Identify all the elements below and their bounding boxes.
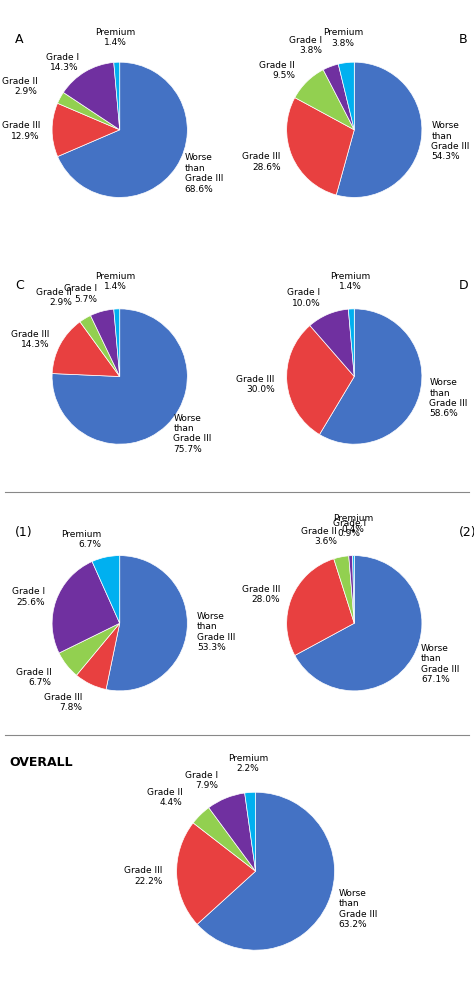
Text: Grade III
22.2%: Grade III 22.2% xyxy=(124,866,163,885)
Text: Grade III
14.3%: Grade III 14.3% xyxy=(11,330,49,349)
Wedge shape xyxy=(336,63,422,198)
Text: Worse
than
Grade III
58.6%: Worse than Grade III 58.6% xyxy=(429,378,468,417)
Text: Worse
than
Grade III
63.2%: Worse than Grade III 63.2% xyxy=(338,888,377,928)
Wedge shape xyxy=(287,560,354,656)
Text: Grade II
2.9%: Grade II 2.9% xyxy=(36,287,72,307)
Wedge shape xyxy=(353,556,354,623)
Wedge shape xyxy=(323,65,354,130)
Text: Grade I
25.6%: Grade I 25.6% xyxy=(11,586,45,606)
Wedge shape xyxy=(91,310,120,377)
Text: Premium
1.4%: Premium 1.4% xyxy=(95,271,136,291)
Text: B: B xyxy=(459,33,468,46)
Text: A: A xyxy=(15,33,23,46)
Text: OVERALL: OVERALL xyxy=(9,755,73,768)
Wedge shape xyxy=(52,309,187,444)
Text: Grade III
12.9%: Grade III 12.9% xyxy=(1,121,40,140)
Wedge shape xyxy=(295,71,354,130)
Text: C: C xyxy=(15,279,24,292)
Wedge shape xyxy=(338,63,354,130)
Text: Worse
than
Grade III
67.1%: Worse than Grade III 67.1% xyxy=(421,643,459,684)
Text: Grade II
3.6%: Grade II 3.6% xyxy=(301,527,337,546)
Text: Grade II
2.9%: Grade II 2.9% xyxy=(2,77,37,96)
Wedge shape xyxy=(80,316,120,377)
Wedge shape xyxy=(193,808,255,872)
Wedge shape xyxy=(310,326,354,377)
Wedge shape xyxy=(334,557,354,623)
Wedge shape xyxy=(76,623,120,690)
Text: Worse
than
Grade III
53.3%: Worse than Grade III 53.3% xyxy=(197,611,236,652)
Wedge shape xyxy=(114,63,120,130)
Text: D: D xyxy=(459,279,469,292)
Text: Grade I
5.7%: Grade I 5.7% xyxy=(64,284,97,303)
Wedge shape xyxy=(310,310,354,377)
Wedge shape xyxy=(349,556,354,623)
Text: Premium
1.4%: Premium 1.4% xyxy=(330,271,370,291)
Text: Premium
1.4%: Premium 1.4% xyxy=(95,28,136,48)
Text: Worse
than
Grade III
75.7%: Worse than Grade III 75.7% xyxy=(173,414,212,453)
Text: Grade III
7.8%: Grade III 7.8% xyxy=(44,692,82,712)
Wedge shape xyxy=(319,309,422,444)
Text: Grade II
9.5%: Grade II 9.5% xyxy=(259,61,295,81)
Text: Premium
3.8%: Premium 3.8% xyxy=(323,29,363,48)
Text: Grade II
4.4%: Grade II 4.4% xyxy=(147,787,183,806)
Text: Premium
0.4%: Premium 0.4% xyxy=(333,514,373,534)
Text: Premium
6.7%: Premium 6.7% xyxy=(62,530,101,549)
Wedge shape xyxy=(58,63,187,198)
Text: Grade I
0.9%: Grade I 0.9% xyxy=(333,518,366,538)
Text: Worse
than
Grade III
54.3%: Worse than Grade III 54.3% xyxy=(431,121,470,161)
Wedge shape xyxy=(295,556,422,691)
Wedge shape xyxy=(92,556,120,623)
Wedge shape xyxy=(59,623,120,676)
Text: Grade III
30.0%: Grade III 30.0% xyxy=(237,375,275,394)
Wedge shape xyxy=(52,562,120,653)
Wedge shape xyxy=(348,309,354,377)
Text: Grade I
14.3%: Grade I 14.3% xyxy=(46,53,79,72)
Wedge shape xyxy=(197,792,335,950)
Wedge shape xyxy=(114,309,120,377)
Wedge shape xyxy=(64,64,120,130)
Wedge shape xyxy=(106,556,187,691)
Text: Grade I
3.8%: Grade I 3.8% xyxy=(289,36,322,55)
Wedge shape xyxy=(245,792,255,872)
Text: Worse
than
Grade III
68.6%: Worse than Grade III 68.6% xyxy=(185,153,223,194)
Wedge shape xyxy=(287,326,354,435)
Wedge shape xyxy=(52,104,120,157)
Text: (1): (1) xyxy=(15,526,33,539)
Text: Grade III
28.0%: Grade III 28.0% xyxy=(242,584,280,603)
Text: Grade II
6.7%: Grade II 6.7% xyxy=(16,667,52,687)
Wedge shape xyxy=(57,93,120,130)
Text: Grade I
10.0%: Grade I 10.0% xyxy=(287,288,320,307)
Text: Grade III
28.6%: Grade III 28.6% xyxy=(243,152,281,172)
Text: (2): (2) xyxy=(459,526,474,539)
Wedge shape xyxy=(177,823,255,924)
Wedge shape xyxy=(209,793,255,872)
Wedge shape xyxy=(287,98,354,196)
Text: Premium
2.2%: Premium 2.2% xyxy=(228,753,268,772)
Wedge shape xyxy=(52,322,120,377)
Text: Grade I
7.9%: Grade I 7.9% xyxy=(185,770,219,789)
